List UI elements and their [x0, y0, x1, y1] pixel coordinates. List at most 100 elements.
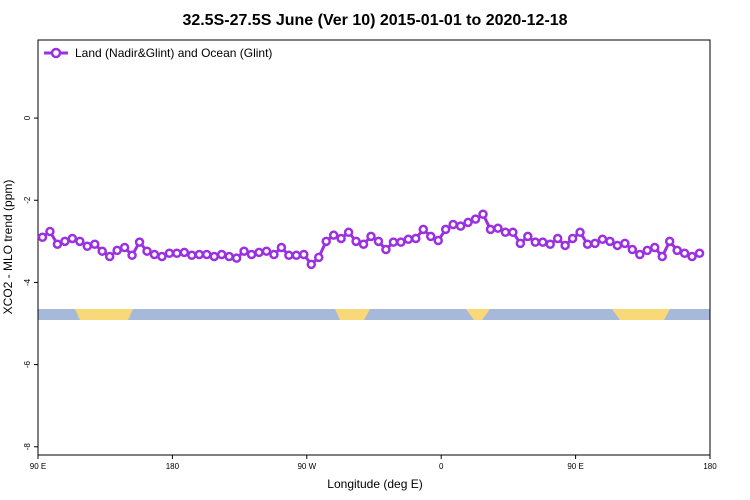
data-point [545, 239, 555, 249]
data-point [627, 244, 638, 255]
x-tick-label: 90 E [30, 462, 46, 471]
data-point [567, 233, 578, 244]
y-tick-label: -4 [23, 278, 32, 286]
data-point [575, 227, 585, 238]
data-point [261, 246, 272, 256]
data-point [299, 249, 309, 260]
y-axis-label: XCO2 - MLO trend (ppm) [1, 180, 15, 315]
data-point [89, 239, 100, 249]
data-point [142, 246, 152, 256]
data-point [149, 249, 160, 260]
data-point [254, 247, 264, 258]
data-point [306, 259, 317, 270]
data-point [60, 236, 70, 247]
data-point [463, 217, 473, 228]
data-point [358, 239, 369, 249]
data-point [97, 246, 107, 256]
x-tick-label: 0 [439, 462, 444, 471]
data-point [455, 221, 466, 231]
data-point [590, 238, 600, 249]
data-point [440, 224, 451, 235]
data-point [448, 219, 458, 230]
data-point [187, 250, 197, 261]
data-point [291, 250, 302, 261]
data-point [179, 247, 190, 258]
data-point [425, 231, 436, 242]
data-point [470, 214, 481, 224]
data-point [612, 240, 623, 251]
data-point [642, 245, 653, 256]
data-point [67, 233, 78, 244]
x-tick-label: 180 [703, 462, 717, 471]
data-point [552, 233, 563, 244]
data-point [388, 237, 399, 247]
data-point [649, 242, 660, 253]
data-point [373, 236, 384, 247]
data-point [45, 226, 55, 237]
data-point [239, 246, 249, 256]
data-point [664, 236, 675, 247]
data-point [127, 250, 137, 261]
data-point [52, 239, 63, 249]
y-tick-label: -6 [23, 361, 32, 369]
x-tick-label: 90 W [297, 462, 316, 471]
data-point [620, 238, 630, 249]
data-point [500, 227, 511, 238]
data-point [224, 251, 234, 262]
data-point [351, 236, 361, 247]
data-point [508, 227, 518, 238]
data-point [313, 252, 324, 263]
data-point [523, 231, 533, 242]
data-point [75, 236, 85, 247]
data-point [172, 248, 182, 259]
data-point [328, 230, 339, 240]
data-point [582, 239, 593, 249]
chart-title: 32.5S-27.5S June (Ver 10) 2015-01-01 to … [182, 12, 567, 29]
data-point [269, 249, 279, 260]
data-point [672, 245, 682, 256]
data-point [403, 234, 414, 245]
data-point [485, 224, 496, 235]
data-point [104, 251, 115, 262]
data-point [276, 242, 287, 253]
data-point [381, 244, 391, 255]
y-tick-label: -2 [23, 196, 32, 204]
data-point [597, 234, 608, 245]
data-point [493, 223, 503, 233]
y-tick-label: -8 [23, 443, 32, 451]
data-point [560, 240, 570, 251]
data-point [209, 251, 219, 262]
data-point [246, 249, 257, 260]
plot-frame [37, 39, 711, 456]
data-point [605, 236, 615, 247]
legend: Land (Nadir&Glint) and Ocean (Glint) [44, 46, 272, 60]
data-point [366, 231, 376, 242]
y-tick-label: 0 [23, 115, 32, 120]
legend-marker [50, 47, 62, 59]
data-point [231, 253, 242, 263]
data-point [37, 232, 48, 242]
data-point [694, 248, 705, 259]
data-point [134, 237, 145, 247]
x-axis-label: Longitude (deg E) [327, 477, 422, 491]
data-point [411, 233, 421, 244]
data-point [433, 235, 443, 246]
data-point [321, 236, 331, 247]
data-point [336, 233, 346, 244]
legend-label: Land (Nadir&Glint) and Ocean (Glint) [75, 46, 272, 60]
data-point [284, 250, 294, 261]
data-point [530, 237, 541, 247]
data-point [478, 209, 488, 219]
data-point [657, 251, 667, 262]
x-tick-label: 90 E [567, 462, 583, 471]
data-point [418, 224, 429, 235]
data-point [343, 227, 354, 238]
data-point [679, 248, 690, 259]
data-point [515, 238, 526, 249]
data-point [119, 242, 130, 253]
data-point [537, 237, 548, 247]
data-point [635, 249, 645, 260]
data-point [112, 245, 122, 256]
data-point [157, 251, 167, 262]
